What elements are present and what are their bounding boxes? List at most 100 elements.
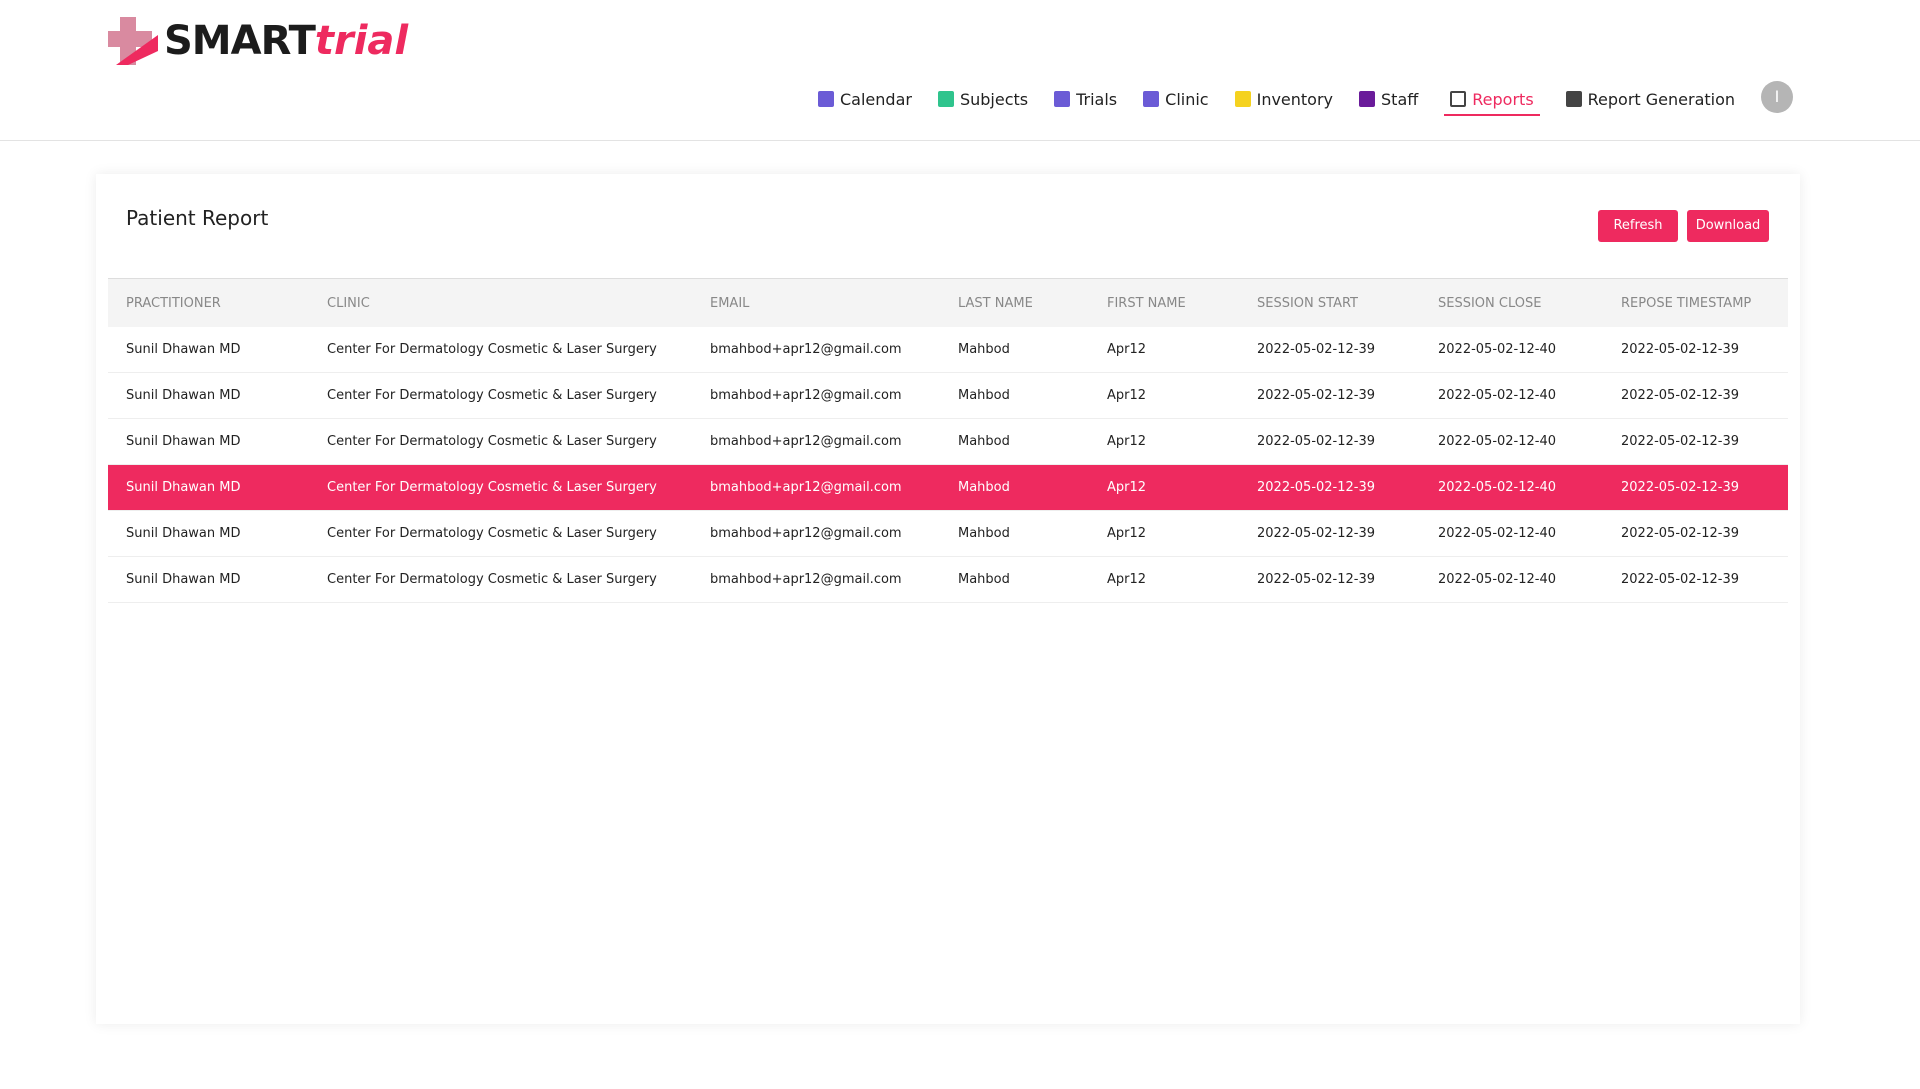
table-cell: Center For Dermatology Cosmetic & Laser … xyxy=(309,372,692,419)
column-header: EMAIL xyxy=(692,278,940,327)
nav-label: Calendar xyxy=(840,89,912,109)
table-row[interactable]: Sunil Dhawan MD Center For Dermatology Co… xyxy=(108,418,1788,465)
table-cell: 2022-05-02-12-40 xyxy=(1420,510,1603,557)
nav-label: Reports xyxy=(1472,89,1534,109)
logo-text: SMART xyxy=(164,18,316,64)
table-cell: Mahbod xyxy=(940,418,1089,465)
table-row[interactable]: Sunil Dhawan MD Center For Dermatology Co… xyxy=(108,372,1788,419)
table-cell: Center For Dermatology Cosmetic & Laser … xyxy=(309,556,692,603)
table-cell: 2022-05-02-12-40 xyxy=(1420,418,1603,465)
table-body: Sunil Dhawan MD Center For Dermatology Co… xyxy=(108,327,1788,603)
table-cell: Sunil Dhawan MD xyxy=(108,372,309,419)
table-row[interactable]: Sunil Dhawan MD Center For Dermatology Co… xyxy=(108,327,1788,373)
nav-item[interactable]: Calendar xyxy=(818,84,912,114)
table-cell: 2022-05-02-12-39 xyxy=(1603,327,1788,373)
column-header: LAST NAME xyxy=(940,278,1089,327)
table-row[interactable]: Sunil Dhawan MD Center For Dermatology Co… xyxy=(108,464,1788,511)
table-cell: bmahbod+apr12@gmail.com xyxy=(692,510,940,557)
table-cell: Sunil Dhawan MD xyxy=(108,327,309,373)
table-cell: Sunil Dhawan MD xyxy=(108,418,309,465)
table-cell: Apr12 xyxy=(1089,327,1239,373)
table-cell: Mahbod xyxy=(940,556,1089,603)
nav-icon xyxy=(1234,91,1251,107)
table-cell: 2022-05-02-12-39 xyxy=(1239,327,1420,373)
table-cell: Mahbod xyxy=(940,464,1089,511)
table-cell: Center For Dermatology Cosmetic & Laser … xyxy=(309,418,692,465)
table-cell: 2022-05-02-12-40 xyxy=(1420,372,1603,419)
table-cell: 2022-05-02-12-39 xyxy=(1239,418,1420,465)
header-row: PRACTITIONER CLINIC EMAIL LAST NAME FIRST NA… xyxy=(108,278,1788,327)
table-cell: bmahbod+apr12@gmail.com xyxy=(692,372,940,419)
table-cell: bmahbod+apr12@gmail.com xyxy=(692,556,940,603)
column-header: FIRST NAME xyxy=(1089,278,1239,327)
table-cell: Apr12 xyxy=(1089,418,1239,465)
nav-icon xyxy=(1143,91,1160,107)
table-cell: Center For Dermatology Cosmetic & Laser … xyxy=(309,327,692,373)
table-cell: bmahbod+apr12@gmail.com xyxy=(692,418,940,465)
nav-icon xyxy=(1565,91,1582,107)
table-cell: Mahbod xyxy=(940,327,1089,373)
table-cell: 2022-05-02-12-39 xyxy=(1603,464,1788,511)
table-cell: 2022-05-02-12-40 xyxy=(1420,556,1603,603)
nav-label: Clinic xyxy=(1165,89,1209,109)
nav-item[interactable]: Staff xyxy=(1359,84,1418,114)
table-cell: Center For Dermatology Cosmetic & Laser … xyxy=(309,510,692,557)
nav-label: Staff xyxy=(1381,89,1419,109)
table-cell: 2022-05-02-12-40 xyxy=(1420,464,1603,511)
table-cell: 2022-05-02-12-39 xyxy=(1603,418,1788,465)
avatar[interactable]: I xyxy=(1761,81,1793,113)
table-cell: 2022-05-02-12-40 xyxy=(1420,327,1603,373)
table-cell: Sunil Dhawan MD xyxy=(108,556,309,603)
table-cell: bmahbod+apr12@gmail.com xyxy=(692,327,940,373)
table-cell: Sunil Dhawan MD xyxy=(108,510,309,557)
table-cell: Apr12 xyxy=(1089,556,1239,603)
header: SMART trial Calendar Subjects Trials Clinic I… xyxy=(0,0,1920,141)
report-title: Patient Report xyxy=(126,206,269,230)
button[interactable]: Download xyxy=(1687,210,1769,242)
nav-item[interactable]: Clinic xyxy=(1143,84,1209,114)
nav-icon xyxy=(937,91,954,107)
nav-icon xyxy=(1054,91,1071,107)
logo-icon xyxy=(108,17,158,65)
logo-text: trial xyxy=(314,18,409,64)
table-cell: 2022-05-02-12-39 xyxy=(1239,372,1420,419)
table-row[interactable]: Sunil Dhawan MD Center For Dermatology Co… xyxy=(108,510,1788,557)
nav-icon xyxy=(818,91,834,107)
table-row[interactable]: Sunil Dhawan MD Center For Dermatology Co… xyxy=(108,556,1788,603)
table-cell: 2022-05-02-12-39 xyxy=(1239,556,1420,603)
nav-label: Report Generation xyxy=(1587,89,1736,109)
table-cell: 2022-05-02-12-39 xyxy=(1603,510,1788,557)
table-cell: Apr12 xyxy=(1089,372,1239,419)
column-header: SESSION START xyxy=(1239,278,1420,327)
nav-icon xyxy=(1450,91,1467,107)
report-card: Patient Report Refresh Download PRACTITI… xyxy=(96,174,1800,1024)
logo[interactable]: SMART trial xyxy=(108,16,408,66)
column-header: SESSION CLOSE xyxy=(1420,278,1603,327)
nav: Calendar Subjects Trials Clinic Inventory Sta… xyxy=(818,84,1735,116)
nav-item[interactable]: Report Generation xyxy=(1565,84,1736,114)
nav-label: Trials xyxy=(1076,89,1118,109)
nav-item[interactable]: Subjects xyxy=(937,84,1029,114)
table-cell: Center For Dermatology Cosmetic & Laser … xyxy=(309,464,692,511)
column-header: CLINIC xyxy=(309,278,692,327)
table-cell: 2022-05-02-12-39 xyxy=(1239,510,1420,557)
nav-label: Inventory xyxy=(1256,89,1334,109)
table-cell: Mahbod xyxy=(940,372,1089,419)
nav-label: Subjects xyxy=(959,89,1029,109)
table-cell: Apr12 xyxy=(1089,510,1239,557)
column-header: PRACTITIONER xyxy=(108,278,309,327)
table-cell: bmahbod+apr12@gmail.com xyxy=(692,464,940,511)
nav-icon xyxy=(1359,91,1376,107)
button[interactable]: Refresh xyxy=(1598,210,1678,242)
nav-item[interactable]: Inventory xyxy=(1234,84,1334,114)
table-cell: 2022-05-02-12-39 xyxy=(1239,464,1420,511)
table-cell: 2022-05-02-12-39 xyxy=(1603,372,1788,419)
table-cell: 2022-05-02-12-39 xyxy=(1603,556,1788,603)
nav-item[interactable]: Reports xyxy=(1444,84,1540,116)
report-table: PRACTITIONER CLINIC EMAIL LAST NAME FIRST NA… xyxy=(108,278,1788,603)
column-header: REPOSE TIMESTAMP xyxy=(1603,278,1788,327)
nav-item[interactable]: Trials xyxy=(1054,84,1117,114)
table-cell: Mahbod xyxy=(940,510,1089,557)
